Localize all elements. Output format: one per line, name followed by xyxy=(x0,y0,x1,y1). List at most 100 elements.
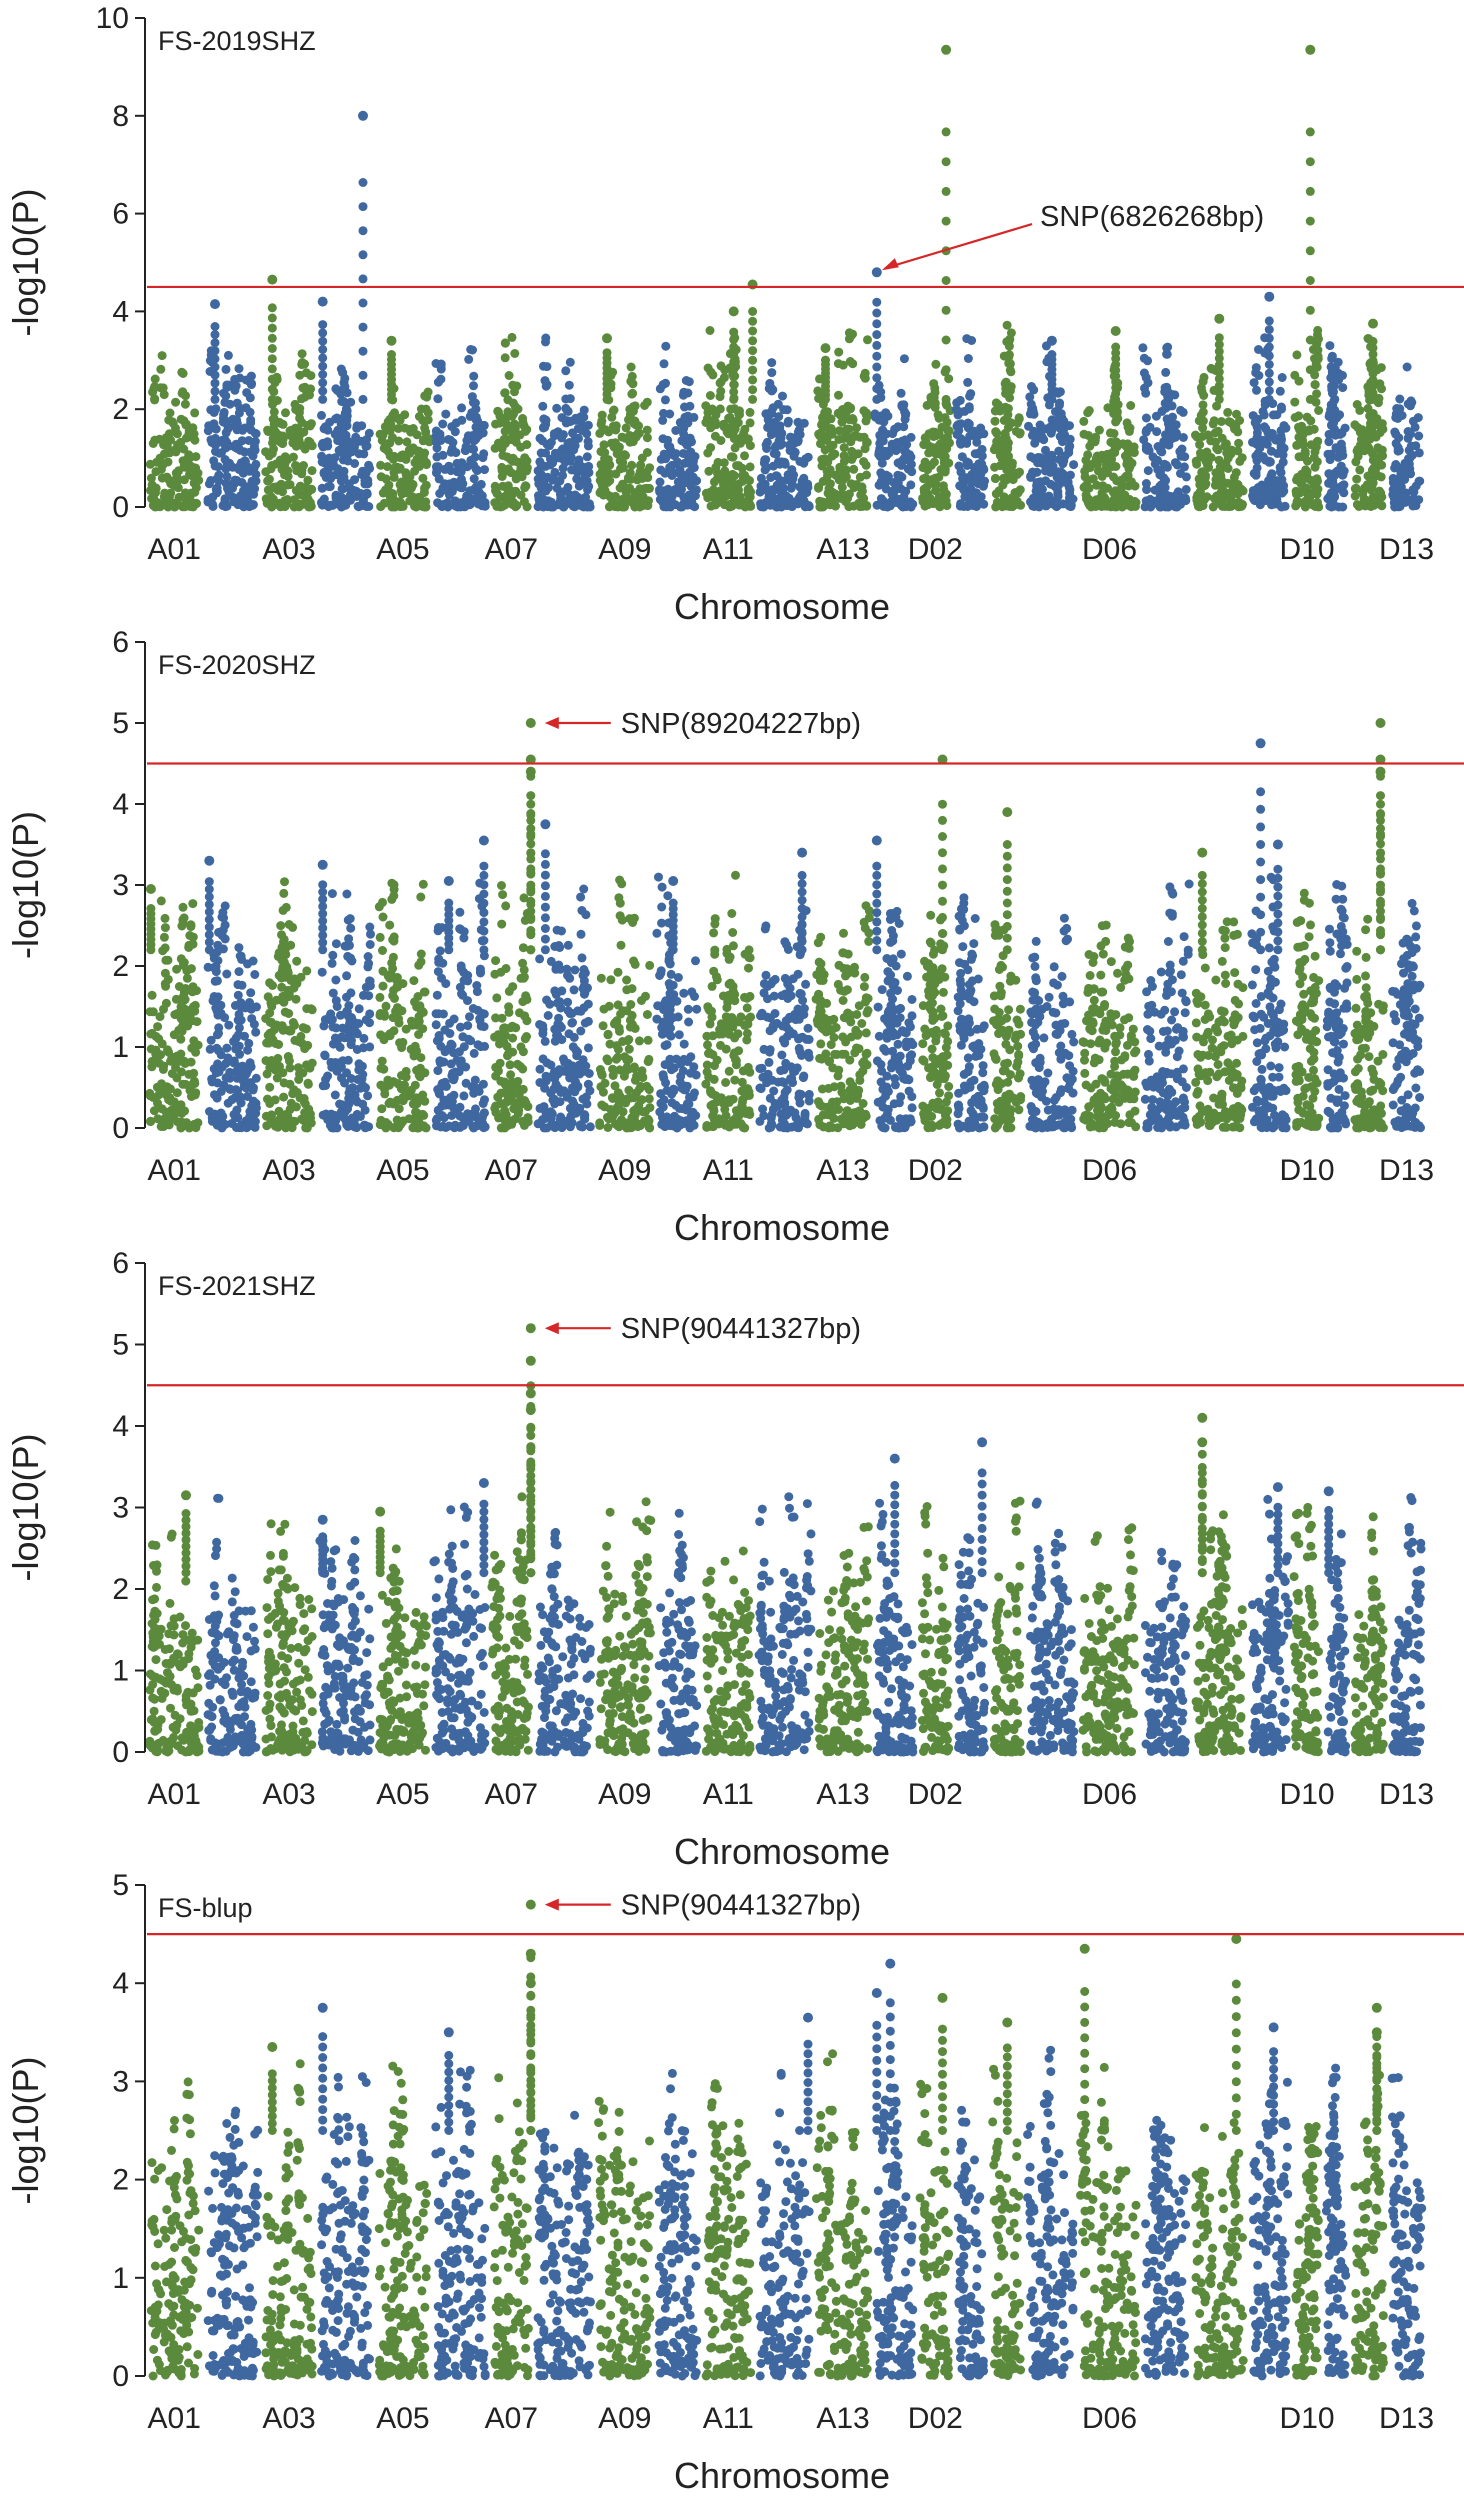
snp-point xyxy=(276,1114,286,1124)
snp-point xyxy=(1138,343,1148,353)
snp-point xyxy=(658,497,668,507)
snp-point xyxy=(1259,410,1269,420)
snp-point xyxy=(269,407,279,417)
snp-point xyxy=(643,473,653,483)
snp-point xyxy=(872,394,882,404)
snp-point xyxy=(1305,216,1315,226)
snp-point xyxy=(956,499,966,509)
snp-point xyxy=(625,404,635,414)
snp-point xyxy=(245,393,255,403)
snp-point xyxy=(263,1094,272,1104)
snp-point xyxy=(455,502,465,512)
snp-point xyxy=(456,924,466,934)
snp-point xyxy=(929,379,939,389)
peak-point-a11 xyxy=(728,306,739,317)
snp-point xyxy=(266,998,276,1008)
snp-point xyxy=(583,441,593,451)
snp-point xyxy=(160,923,170,933)
y-tick-label: 0 xyxy=(112,491,129,524)
snp-point xyxy=(1330,491,1340,501)
snp-point xyxy=(180,995,190,1004)
snp-point xyxy=(665,486,675,496)
snp-point xyxy=(1142,444,1152,454)
snp-point xyxy=(497,1013,507,1023)
snp-point xyxy=(456,1022,465,1032)
snp-point xyxy=(210,346,220,356)
snp-point xyxy=(262,1121,272,1131)
snp-point xyxy=(541,486,551,496)
peak-point-a02 xyxy=(210,299,220,310)
snp-point xyxy=(552,403,562,413)
snp-point xyxy=(468,1122,478,1132)
snp-point xyxy=(147,990,157,1000)
snp-point xyxy=(860,368,870,378)
snp-point xyxy=(1197,467,1207,477)
snp-point xyxy=(150,502,160,512)
snp-point xyxy=(230,385,240,395)
snp-point xyxy=(358,322,368,332)
snp-point xyxy=(1055,387,1065,397)
snp-point xyxy=(289,495,299,505)
background-points xyxy=(145,870,1425,1133)
snp-annotation: SNP(6826268bp) xyxy=(881,201,1264,271)
snp-point xyxy=(345,914,355,924)
snp-point xyxy=(1298,430,1308,440)
snp-point xyxy=(1366,432,1376,442)
snp-point xyxy=(208,437,218,447)
snp-point xyxy=(565,357,575,367)
snp-point xyxy=(818,416,828,426)
snp-point xyxy=(385,438,395,448)
snp-point xyxy=(233,990,243,1000)
snp-point xyxy=(952,430,962,440)
x-tick-label: D10 xyxy=(1280,533,1335,566)
snp-point xyxy=(449,1014,459,1024)
snp-point xyxy=(358,1099,368,1109)
snp-point xyxy=(171,468,181,478)
snp-point xyxy=(183,500,193,510)
snp-point xyxy=(615,456,625,466)
snp-point xyxy=(297,465,307,475)
snp-point xyxy=(352,1045,362,1054)
snp-point xyxy=(538,401,548,411)
snp-point xyxy=(441,409,451,419)
snp-point xyxy=(771,441,781,451)
snp-point xyxy=(542,439,552,449)
snp-point xyxy=(1143,466,1153,476)
snp-point xyxy=(679,387,689,397)
snp-point xyxy=(1162,491,1172,500)
snp-point xyxy=(998,480,1008,490)
snp-point xyxy=(1172,460,1182,470)
snp-point xyxy=(748,307,758,316)
snp-point xyxy=(249,1019,259,1029)
snp-point xyxy=(416,500,426,510)
snp-point xyxy=(1152,427,1162,437)
snp-point xyxy=(286,940,296,950)
snp-point xyxy=(435,1058,445,1068)
snp-point xyxy=(418,1007,428,1017)
snp-point xyxy=(478,1079,488,1089)
snp-point xyxy=(876,434,886,444)
snp-point xyxy=(561,366,571,376)
snp-point xyxy=(397,1117,407,1127)
snp-point xyxy=(775,475,785,485)
snp-point xyxy=(816,428,826,438)
snp-point xyxy=(955,395,965,405)
snp-point xyxy=(745,407,755,417)
snp-point xyxy=(1294,452,1304,462)
snp-point xyxy=(505,496,515,506)
snp-point xyxy=(160,913,170,923)
snp-point xyxy=(1277,404,1286,414)
snp-point xyxy=(514,1097,524,1107)
snp-point xyxy=(872,319,882,329)
snp-point xyxy=(1198,423,1208,433)
snp-point xyxy=(242,1123,252,1133)
snp-point xyxy=(1324,469,1334,479)
snp-point xyxy=(222,1043,232,1053)
snp-point xyxy=(1141,479,1151,488)
snp-point xyxy=(1162,343,1172,353)
snp-point xyxy=(826,487,836,497)
snp-point xyxy=(595,469,605,479)
snp-point xyxy=(1053,491,1063,501)
snp-point xyxy=(761,440,771,450)
snp-point xyxy=(1151,411,1161,421)
